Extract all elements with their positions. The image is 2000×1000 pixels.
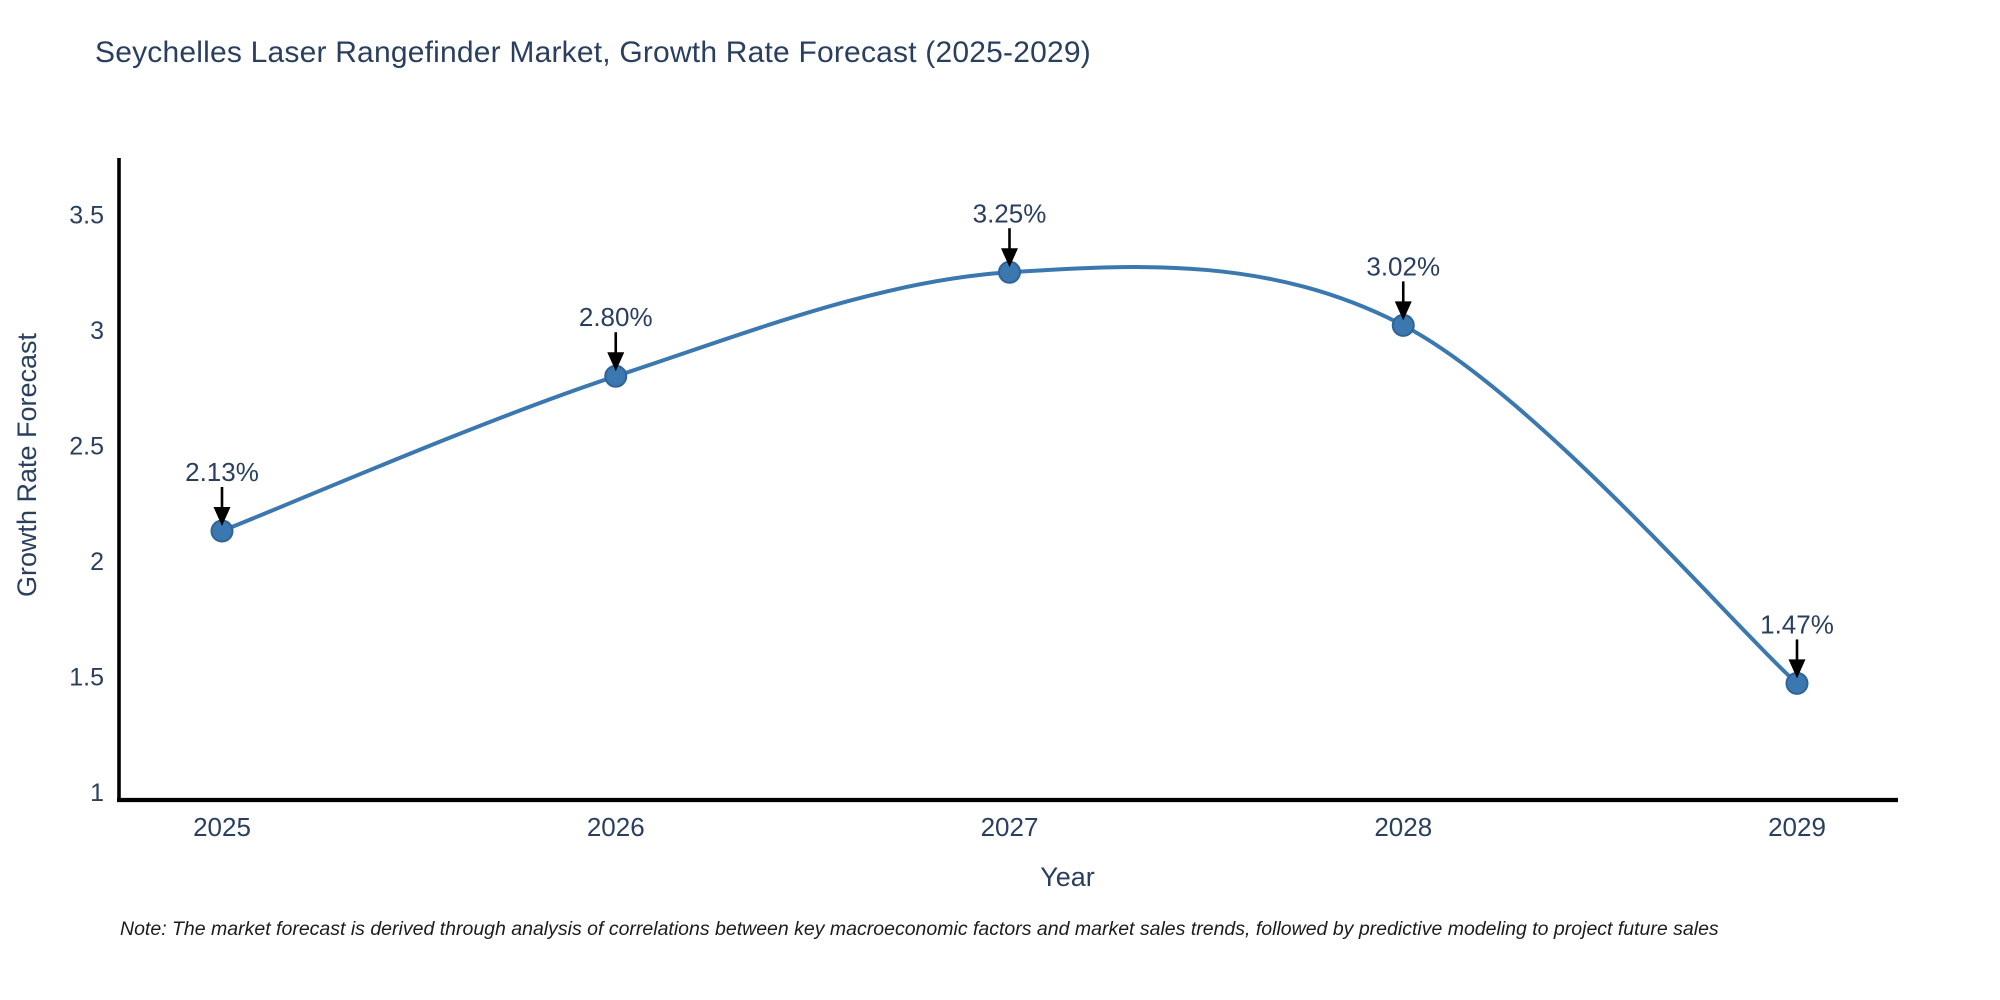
annotation-arrowhead xyxy=(213,506,231,526)
y-axis-title: Growth Rate Forecast xyxy=(12,332,42,597)
y-tick-label: 1.5 xyxy=(69,664,104,692)
point-annotation-label: 3.02% xyxy=(1366,251,1440,281)
point-annotation-label: 2.80% xyxy=(579,302,653,332)
annotation-arrowhead xyxy=(1001,248,1018,268)
point-annotation-label: 3.25% xyxy=(973,198,1047,228)
point-annotation-label: 1.47% xyxy=(1760,609,1834,639)
series-line xyxy=(220,265,1799,686)
x-tick-label: 2028 xyxy=(1374,812,1432,842)
x-tick-label: 2027 xyxy=(981,812,1039,842)
x-axis-title: Year xyxy=(1040,862,1095,892)
x-tick-label: 2025 xyxy=(193,812,251,842)
y-tick-label: 3.5 xyxy=(69,202,104,230)
footnote: Note: The market forecast is derived thr… xyxy=(120,918,1719,940)
y-tick-label: 3 xyxy=(90,317,104,345)
annotation-arrowhead xyxy=(607,352,625,372)
chart-title: Seychelles Laser Rangefinder Market, Gro… xyxy=(95,36,1091,69)
x-tick-label: 2026 xyxy=(587,812,645,842)
y-tick-label: 1 xyxy=(90,779,104,807)
y-tick-label: 2 xyxy=(90,548,104,576)
annotation-arrowhead xyxy=(1788,659,1806,679)
point-annotation-label: 2.13% xyxy=(185,457,259,487)
y-tick-label: 2.5 xyxy=(69,433,104,461)
x-tick-label: 2029 xyxy=(1768,812,1826,842)
annotation-arrowhead xyxy=(1394,301,1412,321)
